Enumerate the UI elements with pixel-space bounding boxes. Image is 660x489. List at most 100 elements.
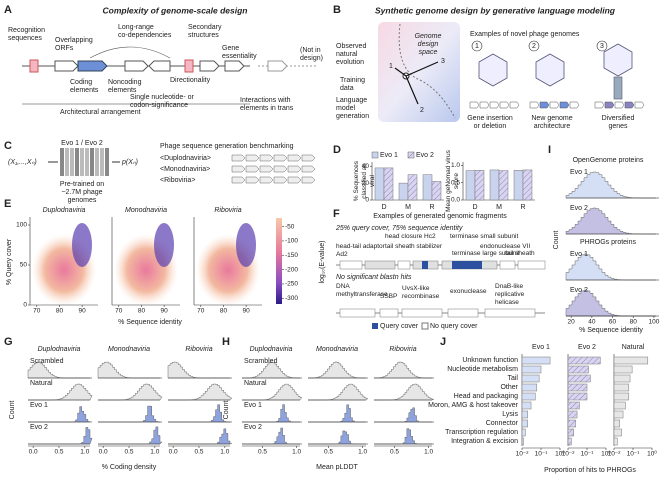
gene-arrow [124, 60, 149, 72]
query-cover [452, 261, 482, 269]
panel-title: Synthetic genome design by generative la… [375, 5, 616, 15]
legend-label: Evo 1 [380, 152, 398, 159]
gene-label: head closure Hc2 [385, 233, 436, 240]
bar [521, 356, 551, 365]
x-tick-label: 40 [588, 319, 596, 326]
x-tick-label: 70 [115, 308, 123, 315]
x-tick-label: 70 [33, 308, 41, 315]
model-stripe [95, 148, 99, 176]
gene-arrow [267, 60, 288, 72]
label-line: Single nucleotide- or [130, 94, 194, 101]
y-axis-label: Count [9, 401, 16, 420]
model-stripe [60, 148, 64, 176]
gene-label: head-tail adaptor Ad2 [336, 243, 386, 258]
bar [521, 383, 538, 392]
legend-swatch [421, 322, 429, 330]
gene-arrow [231, 154, 246, 162]
label-line: natural [336, 51, 358, 58]
gene-arrow [273, 154, 288, 162]
legend-swatch [372, 323, 378, 329]
label-line: methyltransferase [336, 291, 388, 298]
colorbar [276, 218, 282, 304]
x-tick-label: R [429, 204, 434, 211]
gene-arrow [489, 101, 500, 109]
gene-arrow [499, 101, 510, 109]
row-label: Natural [244, 380, 267, 387]
x-tick-label: 0.0 [99, 449, 108, 456]
annotation: Diversified genes [602, 115, 635, 130]
x-tick-label: 10⁻¹ [627, 451, 641, 458]
histogram-shape [168, 428, 233, 445]
annotation: Architectural arrangement [60, 109, 141, 116]
row-label: Scrambled [244, 358, 278, 365]
y-tick-label: 40 [362, 163, 370, 170]
bar [521, 428, 526, 437]
label-line: codon-significance [130, 102, 188, 109]
label-line: head closure Hc2 [385, 233, 436, 240]
model-input: (X₁,...,Xₙ) [8, 159, 37, 166]
label-line: UvsX-like [402, 285, 430, 292]
label-line: score [453, 173, 460, 189]
y-axis-label: Count [223, 401, 230, 420]
colorbar-tick-label: -300 [285, 295, 298, 302]
bar [613, 419, 620, 428]
gene-label: terminase large subunit [452, 250, 520, 257]
x-axis-label: Mean pLDDT [316, 464, 358, 471]
colorbar-tick-label: -200 [285, 266, 298, 273]
histogram-shape [565, 171, 659, 199]
query-cover [422, 261, 428, 269]
gene-arrow [273, 176, 288, 184]
row-label: Evo 1 [570, 169, 588, 176]
panel-title: Complexity of genome-scale design [102, 5, 247, 15]
x-tick-label: 0.5 [194, 449, 203, 456]
x-tick-label: 10⁻¹ [535, 451, 549, 458]
bar [613, 383, 630, 392]
annotation: (Not in design) [300, 47, 323, 62]
subplot-title: Evo 2 [578, 344, 596, 351]
subplot-title: OpenGenome proteins [573, 157, 644, 164]
gene-arrow [273, 165, 288, 173]
bar [521, 392, 536, 401]
panel-label: A [4, 4, 12, 16]
gene-arrow [287, 154, 302, 162]
density-cloud [236, 223, 256, 267]
design-space [378, 22, 460, 122]
annotation: Gene insertion or deletion [467, 115, 513, 130]
bar [613, 428, 622, 437]
bar [613, 374, 631, 383]
histogram-shape [98, 426, 163, 445]
row-label: Scrambled [30, 358, 64, 365]
label-line: Gene [222, 45, 239, 52]
gene-arrow [231, 176, 246, 184]
gene-arrow [301, 165, 316, 173]
histogram-shape [374, 428, 434, 445]
label-line: elements in trans [240, 105, 294, 112]
label-line: co-dependencies [118, 32, 172, 39]
row-label: Evo 2 [30, 424, 48, 431]
label-line: architecture [534, 123, 571, 130]
x-tick-label: 0.0 [29, 449, 38, 456]
gene-arrow [614, 101, 625, 109]
y-axis-label: Mean geNomad virusscore [445, 149, 460, 212]
label-line: tail sheath [505, 250, 535, 257]
x-tick-label: 80 [220, 308, 228, 315]
model-stripe [75, 148, 79, 176]
bar [613, 410, 624, 419]
annotation: Language model generation [336, 97, 369, 120]
gene-label: UvsX-like recombinase [402, 285, 440, 300]
histogram-shape [98, 405, 163, 423]
x-tick-label: 1.0 [424, 449, 433, 456]
histogram-shape [565, 253, 659, 281]
label-line: Genome [415, 33, 442, 40]
row-label: Evo 1 [570, 251, 588, 258]
row-label: Evo 2 [570, 287, 588, 294]
gene [379, 308, 399, 318]
bar [613, 356, 649, 365]
bar [431, 181, 442, 201]
bar [498, 170, 509, 201]
x-tick-label: M [405, 204, 411, 211]
label-line: Overlapping [55, 37, 93, 44]
bar [567, 419, 576, 428]
x-axis-label: Proportion of hits to PHROGs [544, 467, 636, 474]
annotation: Training data [340, 77, 365, 92]
